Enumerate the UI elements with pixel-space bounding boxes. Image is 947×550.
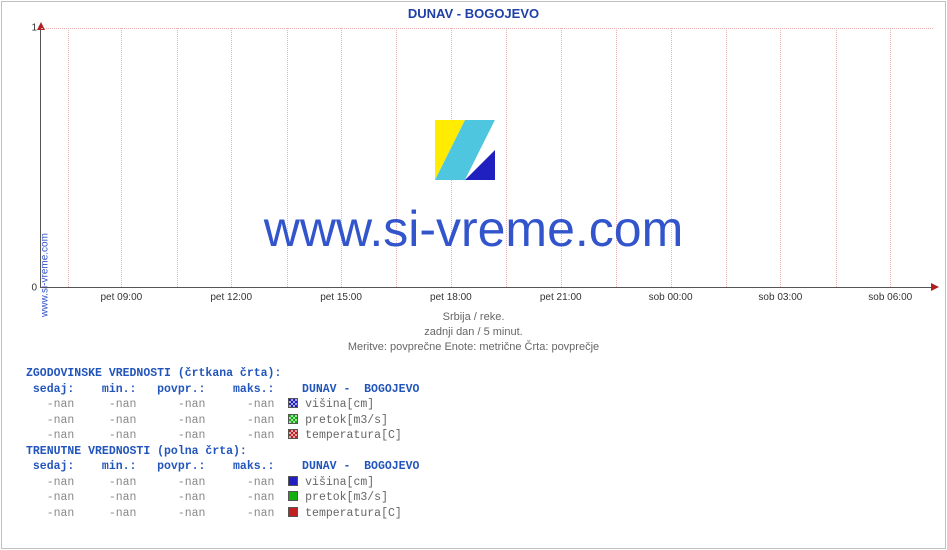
x-tick-label: pet 09:00 [101, 292, 143, 303]
gridline-v [726, 28, 727, 287]
gridline-v [561, 28, 562, 287]
y-tick-label: 1 [21, 23, 37, 34]
x-tick-label: sob 00:00 [649, 292, 693, 303]
brand-logo [435, 120, 495, 180]
gridline-v [671, 28, 672, 287]
x-tick-label: pet 18:00 [430, 292, 472, 303]
title-text: DUNAV - BOGOJEVO [408, 6, 539, 21]
legend-swatch [288, 476, 298, 486]
gridline-v [506, 28, 507, 287]
y-tick-label: 0 [21, 283, 37, 294]
gridline-v [231, 28, 232, 287]
legend-swatch [288, 429, 298, 439]
caption-block: Srbija / reke. zadnji dan / 5 minut. Mer… [0, 310, 947, 355]
caption-line-1: Srbija / reke. [0, 310, 947, 325]
x-tick-label: pet 21:00 [540, 292, 582, 303]
gridline-v [396, 28, 397, 287]
legend-swatch [288, 398, 298, 408]
gridline-v [780, 28, 781, 287]
gridline-v [121, 28, 122, 287]
legend-block: ZGODOVINSKE VREDNOSTI (črtkana črta): se… [26, 366, 419, 521]
legend-historic-title: ZGODOVINSKE VREDNOSTI (črtkana črta): [26, 366, 419, 382]
gridline-v [341, 28, 342, 287]
gridline-v [616, 28, 617, 287]
x-tick-label: sob 06:00 [868, 292, 912, 303]
legend-current-title: TRENUTNE VREDNOSTI (polna črta): [26, 444, 419, 460]
x-tick-label: pet 12:00 [210, 292, 252, 303]
x-axis-arrow [931, 283, 939, 291]
gridline-v [68, 28, 69, 287]
caption-line-2: zadnji dan / 5 minut. [0, 325, 947, 340]
x-tick-label: pet 15:00 [320, 292, 362, 303]
chart-title: DUNAV - BOGOJEVO [0, 6, 947, 21]
gridline-v [177, 28, 178, 287]
caption-line-3: Meritve: povprečne Enote: metrične Črta:… [0, 340, 947, 355]
legend-swatch [288, 414, 298, 424]
gridline-v [287, 28, 288, 287]
gridline-v [890, 28, 891, 287]
gridline-v [836, 28, 837, 287]
legend-swatch [288, 491, 298, 501]
x-tick-label: sob 03:00 [758, 292, 802, 303]
gridline-h [41, 28, 933, 29]
legend-swatch [288, 507, 298, 517]
